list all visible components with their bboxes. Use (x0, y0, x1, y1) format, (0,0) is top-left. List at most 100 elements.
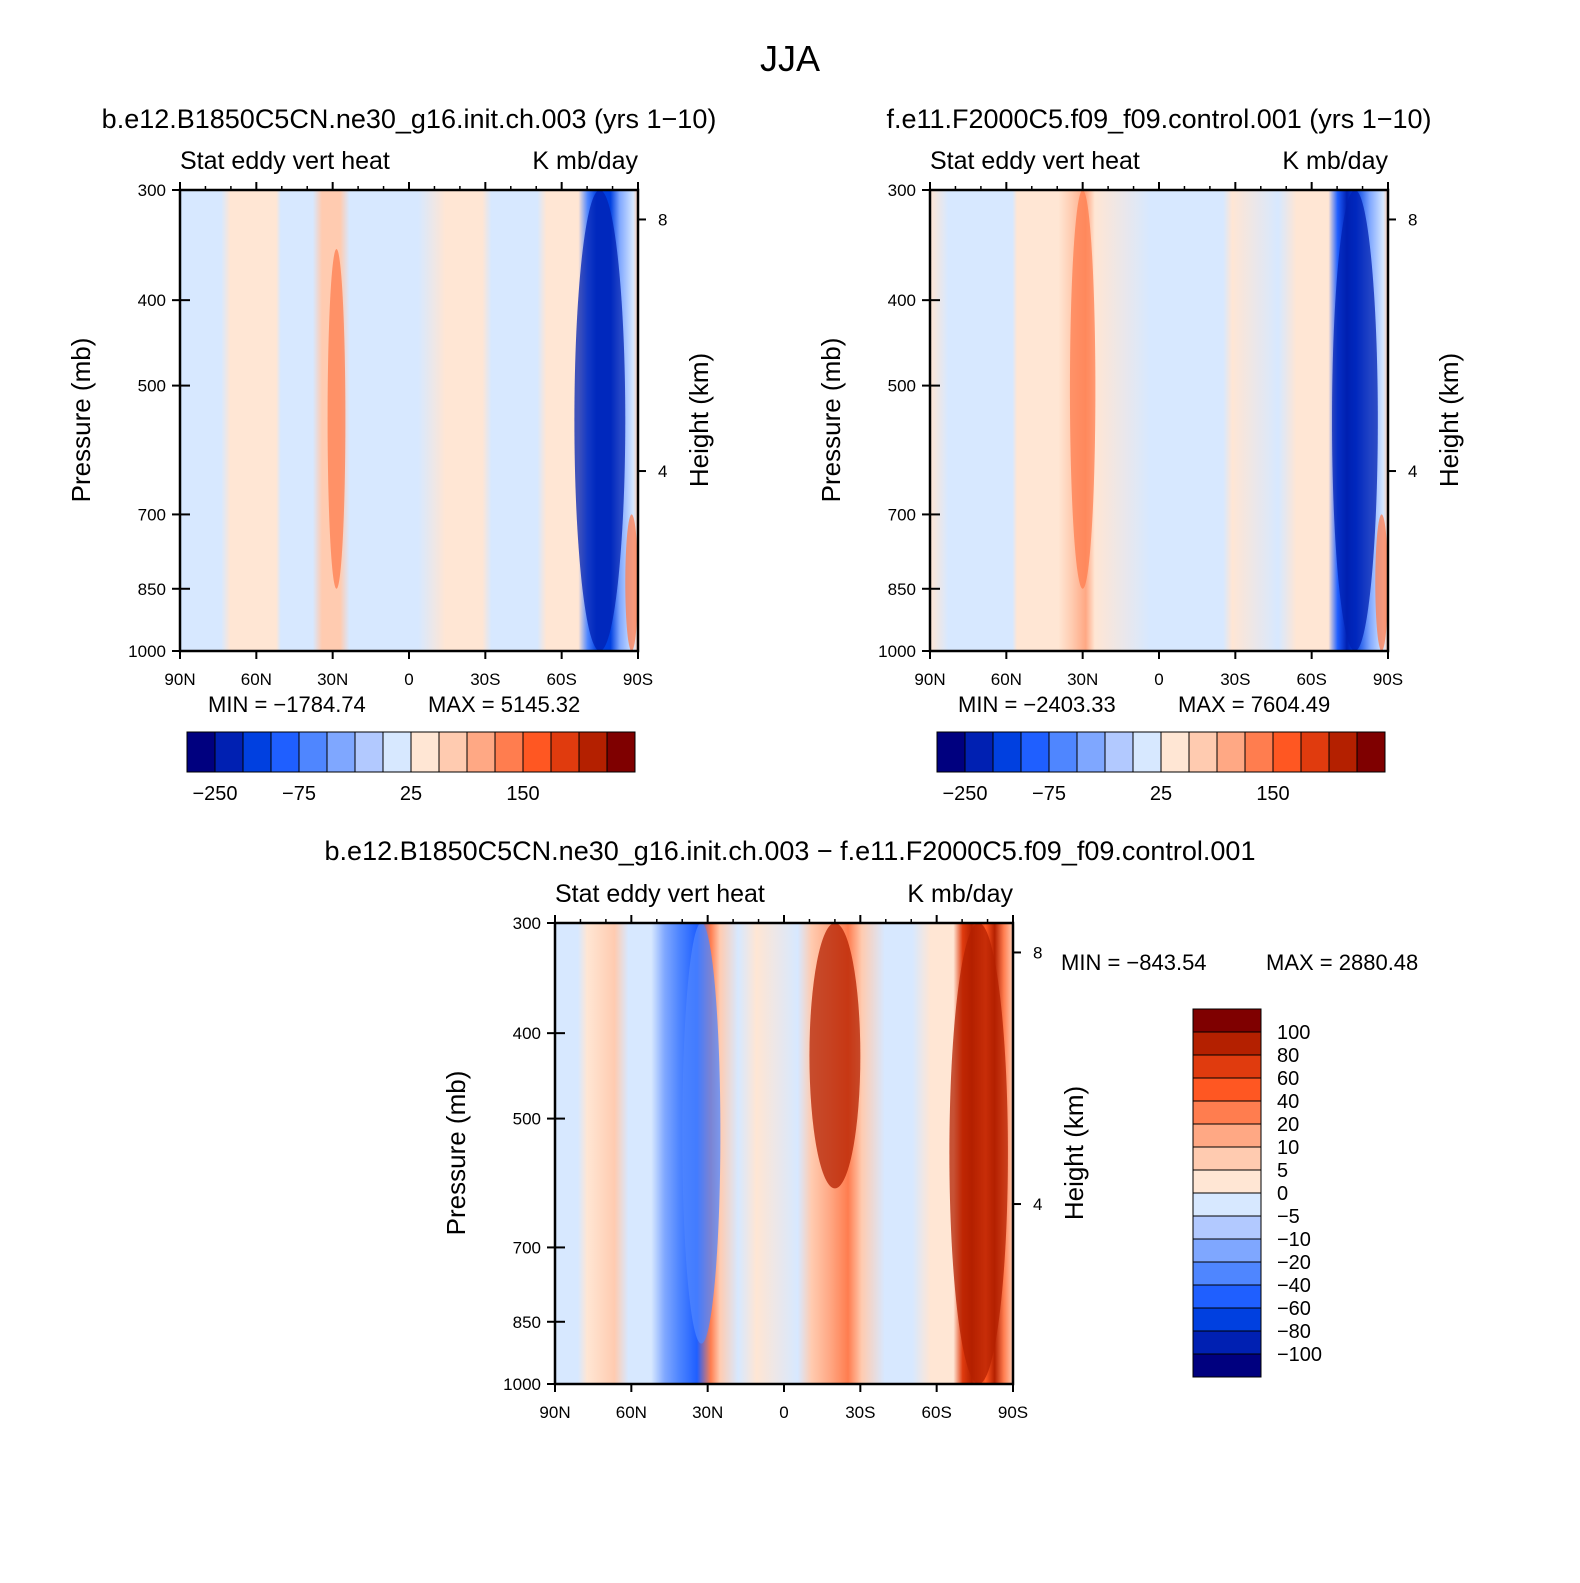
panel3-y-tick-label-4: 850 (513, 1313, 541, 1332)
panel3-colorbar-box-11 (1192, 1261, 1262, 1286)
panel3-title: b.e12.B1850C5CN.ne30_g16.init.ch.003 − f… (325, 836, 1256, 866)
panel2-x-tick-label-5: 60S (1297, 670, 1327, 689)
panel3-colorbar-label-11: −40 (1277, 1275, 1311, 1297)
panel2-colorbar-box-4 (1048, 731, 1078, 773)
panel3-colorbar-label-8: −5 (1277, 1206, 1300, 1228)
panel1-colorbar-box-8 (410, 731, 440, 773)
panel1-x-tick-label-4: 30S (470, 670, 500, 689)
panel2-colorbar-box-3 (1020, 731, 1050, 773)
panel1-y-right-tick-label-0: 8 (658, 210, 667, 229)
panel1: b.e12.B1850C5CN.ne30_g16.init.ch.003 (yr… (66, 104, 716, 805)
panel3-colorbar-label-7: 0 (1277, 1183, 1288, 1205)
panel1-y-right-tick-label-1: 4 (658, 462, 667, 481)
panel2-x-tick-label-6: 90S (1373, 670, 1403, 689)
panel1-colorbar-label-1: −75 (282, 783, 316, 805)
panel2-min-label: MIN = −2403.33 (958, 692, 1116, 717)
panel2-colorbar-label-3: 150 (1256, 783, 1289, 805)
panel3-right-title: K mb/day (907, 880, 1013, 908)
panel2-x-tick-label-3: 0 (1154, 670, 1163, 689)
panel2-features (1069, 190, 1388, 651)
panel2-colorbar-box-2 (992, 731, 1022, 773)
panel3-feature-1 (682, 923, 721, 1344)
panel3-colorbar-box-12 (1192, 1284, 1262, 1309)
panel3-colorbar-label-10: −20 (1277, 1252, 1311, 1274)
panel3-x-tick-label-0: 90N (539, 1403, 570, 1422)
panel3-y-right-axis-label: Height (km) (1059, 1086, 1089, 1220)
panel1-colorbar-box-1 (214, 731, 244, 773)
panel3-max-label: MAX = 2880.48 (1266, 950, 1418, 975)
panel3-y-axis-label: Pressure (mb) (441, 1071, 471, 1236)
panel1-colorbar-box-9 (438, 731, 468, 773)
panel2-y-tick-label-2: 500 (888, 377, 916, 396)
panel3-colorbar-label-0: 100 (1277, 1022, 1310, 1044)
panel2-colorbar-box-14 (1328, 731, 1358, 773)
panel2-y-tick-label-3: 700 (888, 505, 916, 524)
panel2-y-right-tick-label-0: 8 (1408, 210, 1417, 229)
panel2-x-ticks: 90N 60N 30N 0 30S 60S 90S (914, 182, 1403, 689)
figure-title: JJA (760, 38, 820, 79)
panel3-colorbar-label-9: −10 (1277, 1229, 1311, 1251)
panel2-colorbar-box-12 (1272, 731, 1302, 773)
panel3-x-tick-label-4: 30S (845, 1403, 875, 1422)
panel2-y-right-ticks: 84 (1388, 210, 1417, 481)
panel3-y-tick-label-5: 1000 (503, 1375, 541, 1394)
panel1-colorbar-label-2: 25 (400, 783, 422, 805)
panel1-y-right-ticks: 84 (638, 210, 667, 481)
panel1-left-title: Stat eddy vert heat (180, 147, 390, 175)
panel1-colorbar: −250 −75 25 150 (186, 731, 636, 805)
panel1-colorbar-box-10 (466, 731, 496, 773)
panel1-y-tick-label-0: 300 (138, 181, 166, 200)
panel1-colorbar-box-11 (494, 731, 524, 773)
panel3-colorbar-box-2 (1192, 1054, 1262, 1079)
panel1-max-label: MAX = 5145.32 (428, 692, 580, 717)
panel3-colorbar-label-14: −100 (1277, 1344, 1322, 1366)
panel1-colorbar-box-12 (522, 731, 552, 773)
panel1-y-right-axis-label: Height (km) (684, 353, 714, 487)
panel1-feature-0 (574, 190, 626, 651)
panel1-y-ticks: 300 400 500 700 850 1000 (128, 181, 190, 661)
panel1-x-tick-label-3: 0 (404, 670, 413, 689)
panel3-colorbar-label-5: 10 (1277, 1137, 1299, 1159)
panel1-y-axis-label: Pressure (mb) (66, 338, 96, 503)
panel2-title: f.e11.F2000C5.f09_f09.control.001 (yrs 1… (886, 104, 1431, 134)
panel2-colorbar-label-0: −250 (942, 783, 987, 805)
panel1-colorbar-box-14 (578, 731, 608, 773)
panel2-x-tick-label-1: 60N (991, 670, 1022, 689)
panel3-x-tick-label-2: 30N (692, 1403, 723, 1422)
panel3-colorbar-box-13 (1192, 1307, 1262, 1332)
panel1-feature-1 (625, 514, 638, 651)
panel1-colorbar-label-0: −250 (192, 783, 237, 805)
panel3-colorbar-box-3 (1192, 1077, 1262, 1102)
panel2-right-title: K mb/day (1282, 147, 1388, 175)
panel3-colorbar-box-5 (1192, 1123, 1262, 1148)
panel1-colorbar-label-3: 150 (506, 783, 539, 805)
panel3-y-right-ticks: 84 (1013, 943, 1042, 1214)
panel1-colorbar-box-7 (382, 731, 412, 773)
panel3-plot-area (555, 923, 1013, 1384)
panel2-y-ticks: 300 400 500 700 850 1000 (878, 181, 940, 661)
panel2-colorbar-box-5 (1076, 731, 1106, 773)
panel2-colorbar-box-0 (936, 731, 966, 773)
panel3-x-tick-label-1: 60N (616, 1403, 647, 1422)
panel1-x-ticks: 90N 60N 30N 0 30S 60S 90S (164, 182, 653, 689)
panel1-features (327, 190, 638, 651)
panel3-x-ticks: 90N 60N 30N 0 30S 60S 90S (539, 915, 1028, 1422)
panel1-plot-area (180, 190, 638, 651)
panel1-x-tick-label-2: 30N (317, 670, 348, 689)
panel2-colorbar-box-8 (1160, 731, 1190, 773)
panel3-y-right-tick-label-1: 4 (1033, 1195, 1042, 1214)
panel3-colorbar-box-7 (1192, 1169, 1262, 1194)
panel1-x-tick-label-0: 90N (164, 670, 195, 689)
panel1-title: b.e12.B1850C5CN.ne30_g16.init.ch.003 (yr… (102, 104, 717, 134)
panel1-x-tick-label-6: 90S (623, 670, 653, 689)
panel1-colorbar-box-0 (186, 731, 216, 773)
panel2-y-axis-label: Pressure (mb) (816, 338, 846, 503)
panel2-x-tick-label-0: 90N (914, 670, 945, 689)
panel2-colorbar-box-1 (964, 731, 994, 773)
panel1-colorbar-box-13 (550, 731, 580, 773)
panel3-x-tick-label-3: 0 (779, 1403, 788, 1422)
panel1-colorbar-box-2 (242, 731, 272, 773)
panel2-colorbar-box-7 (1132, 731, 1162, 773)
panel2-y-tick-label-4: 850 (888, 580, 916, 599)
